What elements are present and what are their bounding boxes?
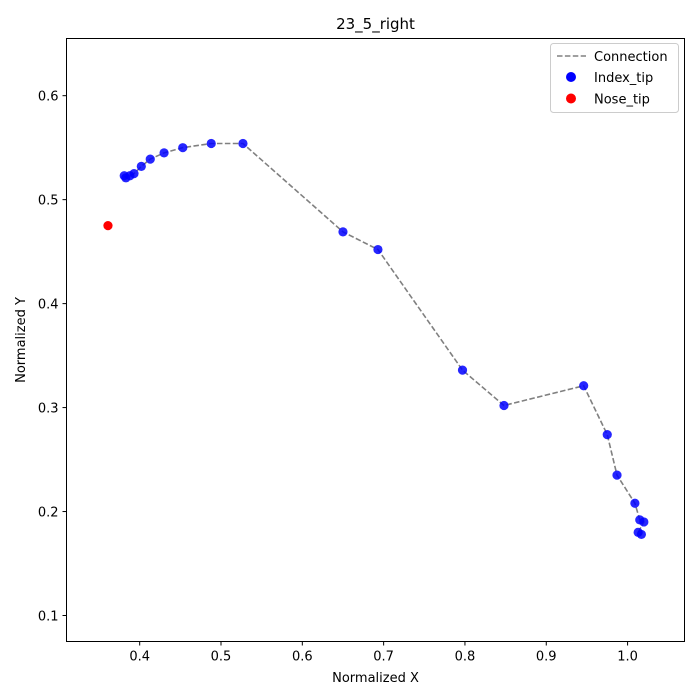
nose-tip-point: [103, 221, 113, 231]
y-tick-label: 0.3: [38, 402, 59, 417]
y-tick-label: 0.6: [38, 90, 59, 105]
legend-index-tip-marker: [566, 72, 576, 82]
connection-line: [123, 142, 645, 536]
x-tick-label: 0.5: [211, 650, 232, 665]
chart-title: 23_5_right: [336, 15, 415, 34]
index-tip-point: [159, 148, 169, 158]
index-tip-point: [206, 138, 216, 149]
index-tip-point: [338, 227, 348, 237]
index-tip-point: [612, 470, 622, 480]
y-tick-label: 0.5: [38, 194, 59, 209]
index-tip-point: [238, 138, 248, 149]
legend-index-tip-label: Index_tip: [594, 71, 653, 86]
y-tick-label: 0.4: [38, 298, 59, 313]
index-tip-point: [457, 365, 468, 375]
x-tick-label: 0.8: [455, 650, 476, 665]
x-tick-label: 0.4: [129, 650, 150, 665]
y-tick-label: 0.2: [38, 506, 59, 521]
index-tip-point: [129, 169, 139, 179]
index-tip-point: [145, 154, 155, 164]
legend-nose-tip-label: Nose_tip: [594, 93, 650, 108]
legend: Connection Index_tip Nose_tip: [550, 43, 679, 113]
x-tick-label: 1.0: [617, 650, 638, 665]
y-axis-label: Normalized Y: [14, 297, 29, 383]
x-tick-label: 0.7: [373, 650, 394, 665]
index-tip-point: [136, 161, 146, 171]
legend-connection-label: Connection: [594, 50, 668, 65]
legend-nose-tip-marker: [566, 93, 576, 104]
y-tick-label: 0.1: [38, 610, 59, 625]
legend-frame: [550, 43, 679, 113]
index-tip-point: [373, 244, 383, 255]
x-axis: 0.4 0.5 0.6 0.7 0.8 0.9 1.0: [129, 641, 638, 665]
x-axis-label: Normalized X: [332, 671, 419, 686]
y-axis: 0.1 0.2 0.3 0.4 0.5 0.6: [38, 90, 67, 625]
index-tip-point: [636, 529, 647, 540]
axes-frame: [66, 38, 685, 642]
index-tip-point: [639, 517, 649, 527]
index-tip-point: [630, 498, 640, 508]
x-tick-label: 0.9: [536, 650, 557, 665]
x-tick-label: 0.6: [292, 650, 313, 665]
index-tip-point: [579, 381, 589, 391]
index-tip-point: [178, 143, 188, 153]
index-tip-point: [499, 400, 509, 411]
plot-area: [103, 138, 649, 540]
index-tip-point: [602, 430, 612, 440]
